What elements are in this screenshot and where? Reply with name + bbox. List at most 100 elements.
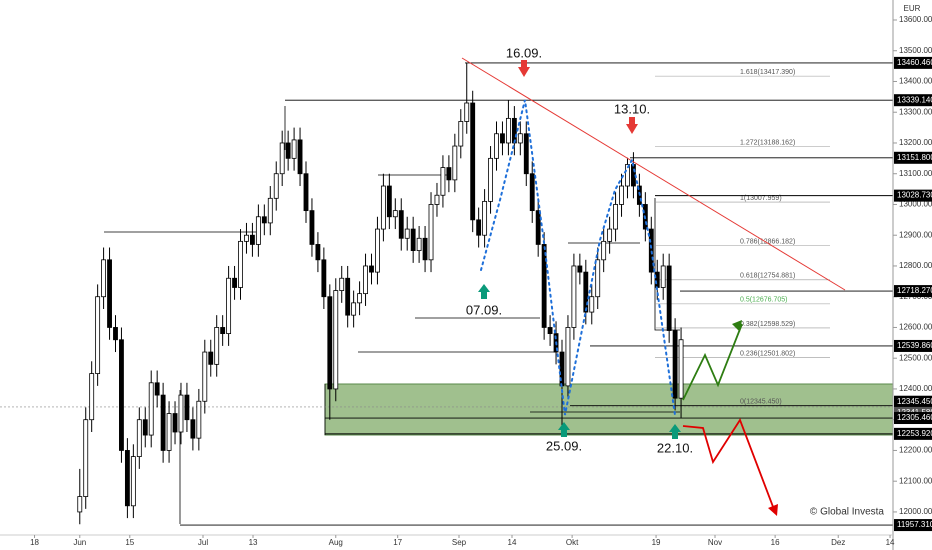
x-tick-label: 17 [393,538,402,547]
level-box [894,427,932,440]
candle-body [375,228,380,273]
y-tick-label: 13400.000 [899,77,932,86]
candle-body [244,234,249,242]
candle-body [184,394,190,421]
candle-body [541,244,547,328]
level-box [894,339,932,352]
candle-body [148,382,154,436]
candle-body [142,419,148,436]
candle-body [303,173,309,212]
candle-body [666,265,672,331]
fib-label: 0.786(12866.182) [740,238,795,245]
y-tick-label: 12800.000 [899,261,932,270]
candle-body [392,210,398,218]
y-tick-label: 13600.000 [899,15,932,24]
y-tick-label: 13100.000 [899,169,932,178]
candle-body [422,237,428,261]
level-label: 12539.860 [897,341,932,350]
bear-scenario [682,418,776,513]
candle-body [428,204,434,261]
level-label: 12345.450 [897,397,932,406]
candle-body [333,290,339,390]
x-tick-label: Aug [329,538,343,547]
demand-zone [324,383,894,436]
candle-body [166,413,172,451]
marker-up [558,422,570,430]
x-tick-label: 15 [125,538,134,547]
fib-label: 1.618(13417.390) [740,69,795,76]
candle-body [589,296,595,313]
drawings-over: 16.09. 13.10. 07.09. 25.09. 22.10. © Glo… [461,45,885,518]
x-tick-label: Nov [708,538,722,547]
candle-body [226,277,232,335]
candle-body [113,327,118,341]
candle-body [482,200,488,236]
x-tick-label: 14 [886,538,895,547]
level-box [894,285,932,298]
candle-body [583,271,589,313]
candle-body [119,339,124,451]
candle-body [339,277,345,291]
candle-body [363,265,368,295]
candle-body [565,327,571,387]
annotation: 13.10. [614,101,650,116]
candle-body [291,139,297,159]
candle-body [190,419,196,439]
fib-label: 1.272(13188.162) [740,139,795,146]
level-box [894,519,932,532]
y-tick-label: 12200.000 [899,446,932,455]
watermark: © Global Investa [810,507,885,518]
candle-body [464,102,470,122]
candle-body [398,210,404,239]
candle-body [452,145,458,181]
candle-body [107,259,112,328]
candle-body [369,265,374,273]
level-box [894,151,932,164]
x-tick-label: 18 [30,538,39,547]
candle-body [321,259,327,298]
marker-down [521,60,527,68]
level-label: 12305.460 [897,413,932,422]
level-box [894,56,932,69]
bull-scenario [682,323,743,401]
candle-body [678,339,684,399]
candle-body [279,142,285,175]
arrow-head [768,504,778,516]
fib-label: 0(12345.450) [740,399,782,406]
candle-body [619,185,624,205]
candle-body [547,327,553,335]
candle-body [571,265,577,328]
marker-up [478,284,490,292]
fib-label: 1(13007.959) [740,195,782,202]
arrow-head [732,320,742,332]
y-tick-label: 12000.000 [899,507,932,516]
level-box [894,395,932,408]
candle-body [130,456,136,507]
x-tick-label: 14 [508,538,517,547]
candle-body [95,296,101,374]
candle-body [494,133,499,159]
x-tick-label: Jul [198,538,208,547]
candle-body [220,327,226,335]
marker-up [481,291,487,299]
level-box [894,412,932,425]
candle-body [273,173,279,199]
candle-body [654,271,660,288]
candle-body [625,164,630,187]
candle-body [315,244,321,261]
candle-body [440,167,446,196]
candle-body [327,296,333,390]
candle-body [601,240,607,261]
candle-body [124,450,130,507]
candle-body [404,228,410,239]
candle-body [470,102,476,221]
candle-body [535,210,541,245]
x-tick-label: 13 [249,538,258,547]
level-label: 13339.140 [897,95,932,104]
currency: EUR [904,4,921,13]
candle-body [285,142,291,159]
level-label: 13151.800 [897,153,932,162]
candle-body [154,382,160,396]
fib-label: 0.382(12598.529) [740,321,795,328]
